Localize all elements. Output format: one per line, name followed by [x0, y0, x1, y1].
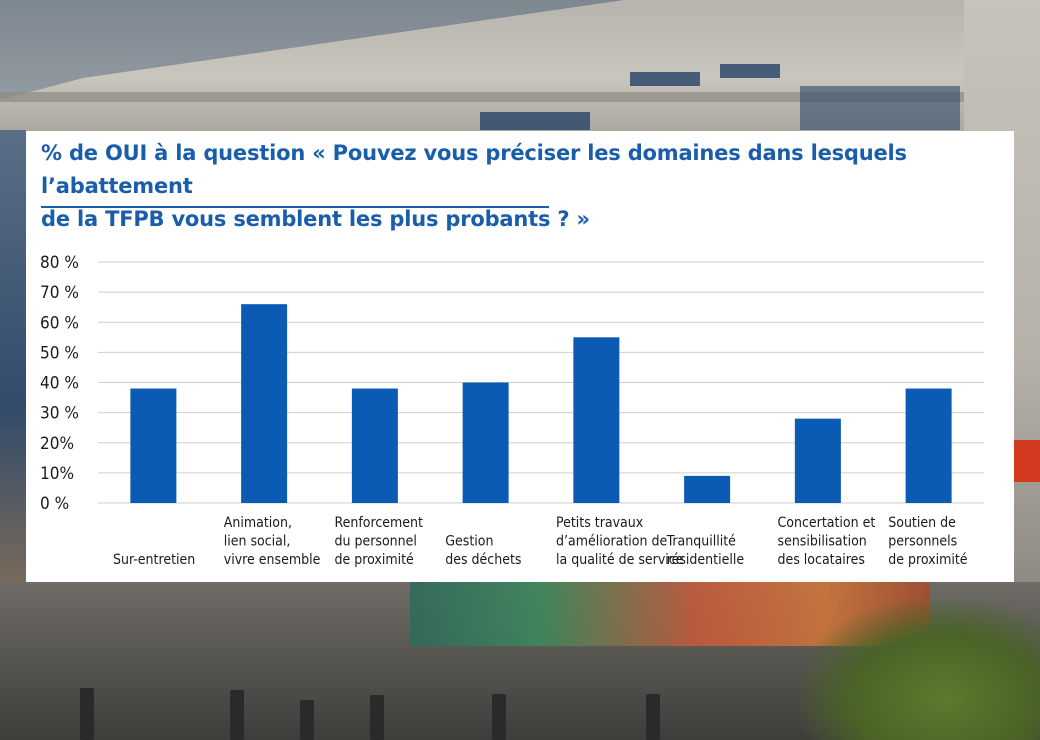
x-category-label-line: Renforcement: [335, 515, 424, 531]
y-tick-label: 80 %: [40, 253, 79, 273]
x-category-label-line: résidentielle: [667, 552, 745, 568]
x-category-label: Renforcement du personnel de proximité: [335, 515, 424, 568]
y-tick-label: 10%: [40, 464, 74, 484]
x-category-label-line: sensibilisation: [778, 534, 867, 550]
y-tick-label: 40 %: [40, 374, 79, 394]
x-category-label-line: Tranquillité: [666, 534, 736, 550]
bar: [573, 337, 620, 503]
street-post: [492, 694, 506, 740]
x-category-label-line: vivre ensemble: [224, 552, 321, 568]
x-category-label: Animation, lien social, vivre ensemble: [224, 515, 321, 568]
bar: [241, 304, 288, 503]
y-tick-label: 0 %: [40, 494, 69, 514]
x-category-label-line: Soutien de: [888, 515, 956, 531]
x-category-label-line: la qualité de service: [556, 552, 684, 568]
x-category-label-line: des locataires: [778, 552, 866, 568]
chart-panel: % de OUI à la question « Pouvez vous pré…: [26, 131, 1014, 582]
x-category-label: Tranquillité résidentielle: [666, 534, 745, 569]
x-category-label-line: personnels: [888, 534, 957, 550]
x-category-label-line: Concertation et: [778, 515, 876, 531]
x-category-label: Petits travaux d’amélioration de la qualit…: [556, 515, 684, 568]
bar: [905, 388, 952, 503]
street-post: [370, 695, 384, 740]
building-window: [630, 72, 700, 86]
building-window: [480, 112, 590, 130]
x-category-label-line: Sur-entretien: [113, 552, 195, 568]
bar-chart: 0 % 10% 20% 30 % 40 % 50 % 60 % 70 % 80 % Sur-ent…: [40, 253, 984, 569]
bar: [130, 388, 177, 503]
x-category-label-line: Gestion: [445, 534, 493, 550]
bar: [684, 475, 731, 503]
chart-title: % de OUI à la question « Pouvez vous pré…: [41, 141, 907, 231]
street-post: [230, 690, 244, 740]
x-category-label-line: Petits travaux: [556, 515, 644, 531]
red-sign: [1014, 440, 1040, 482]
x-category-label-line: des déchets: [445, 552, 521, 568]
building-band: [0, 92, 1040, 102]
x-category-label: Gestion des déchets: [445, 534, 521, 569]
bar: [462, 382, 509, 503]
x-category-label-line: d’amélioration de: [556, 534, 667, 550]
y-tick-label: 30 %: [40, 404, 79, 424]
building-window: [800, 86, 960, 130]
foliage: [800, 600, 1040, 740]
bar: [794, 418, 841, 503]
street-post: [300, 700, 314, 740]
building-window: [720, 64, 780, 78]
y-tick-label: 60 %: [40, 313, 79, 333]
y-tick-label: 70 %: [40, 283, 79, 303]
title-underline: [41, 206, 549, 208]
x-category-label-line: de proximité: [335, 552, 415, 568]
x-category-label: Soutien de personnels de proximité: [888, 515, 968, 568]
x-category-label-line: Animation,: [224, 515, 292, 531]
x-category-label: Concertation et sensibilisation des locata…: [778, 515, 876, 568]
left-building: [0, 130, 26, 590]
y-tick-label: 50 %: [40, 343, 79, 363]
x-category-label-line: lien social,: [224, 534, 291, 550]
street-post: [80, 688, 94, 740]
x-category-label: Sur-entretien: [113, 552, 195, 568]
street-post: [646, 694, 660, 740]
bar: [351, 388, 398, 503]
y-tick-label: 20%: [40, 434, 74, 454]
x-category-label-line: du personnel: [335, 534, 417, 550]
x-category-label-line: de proximité: [888, 552, 968, 568]
